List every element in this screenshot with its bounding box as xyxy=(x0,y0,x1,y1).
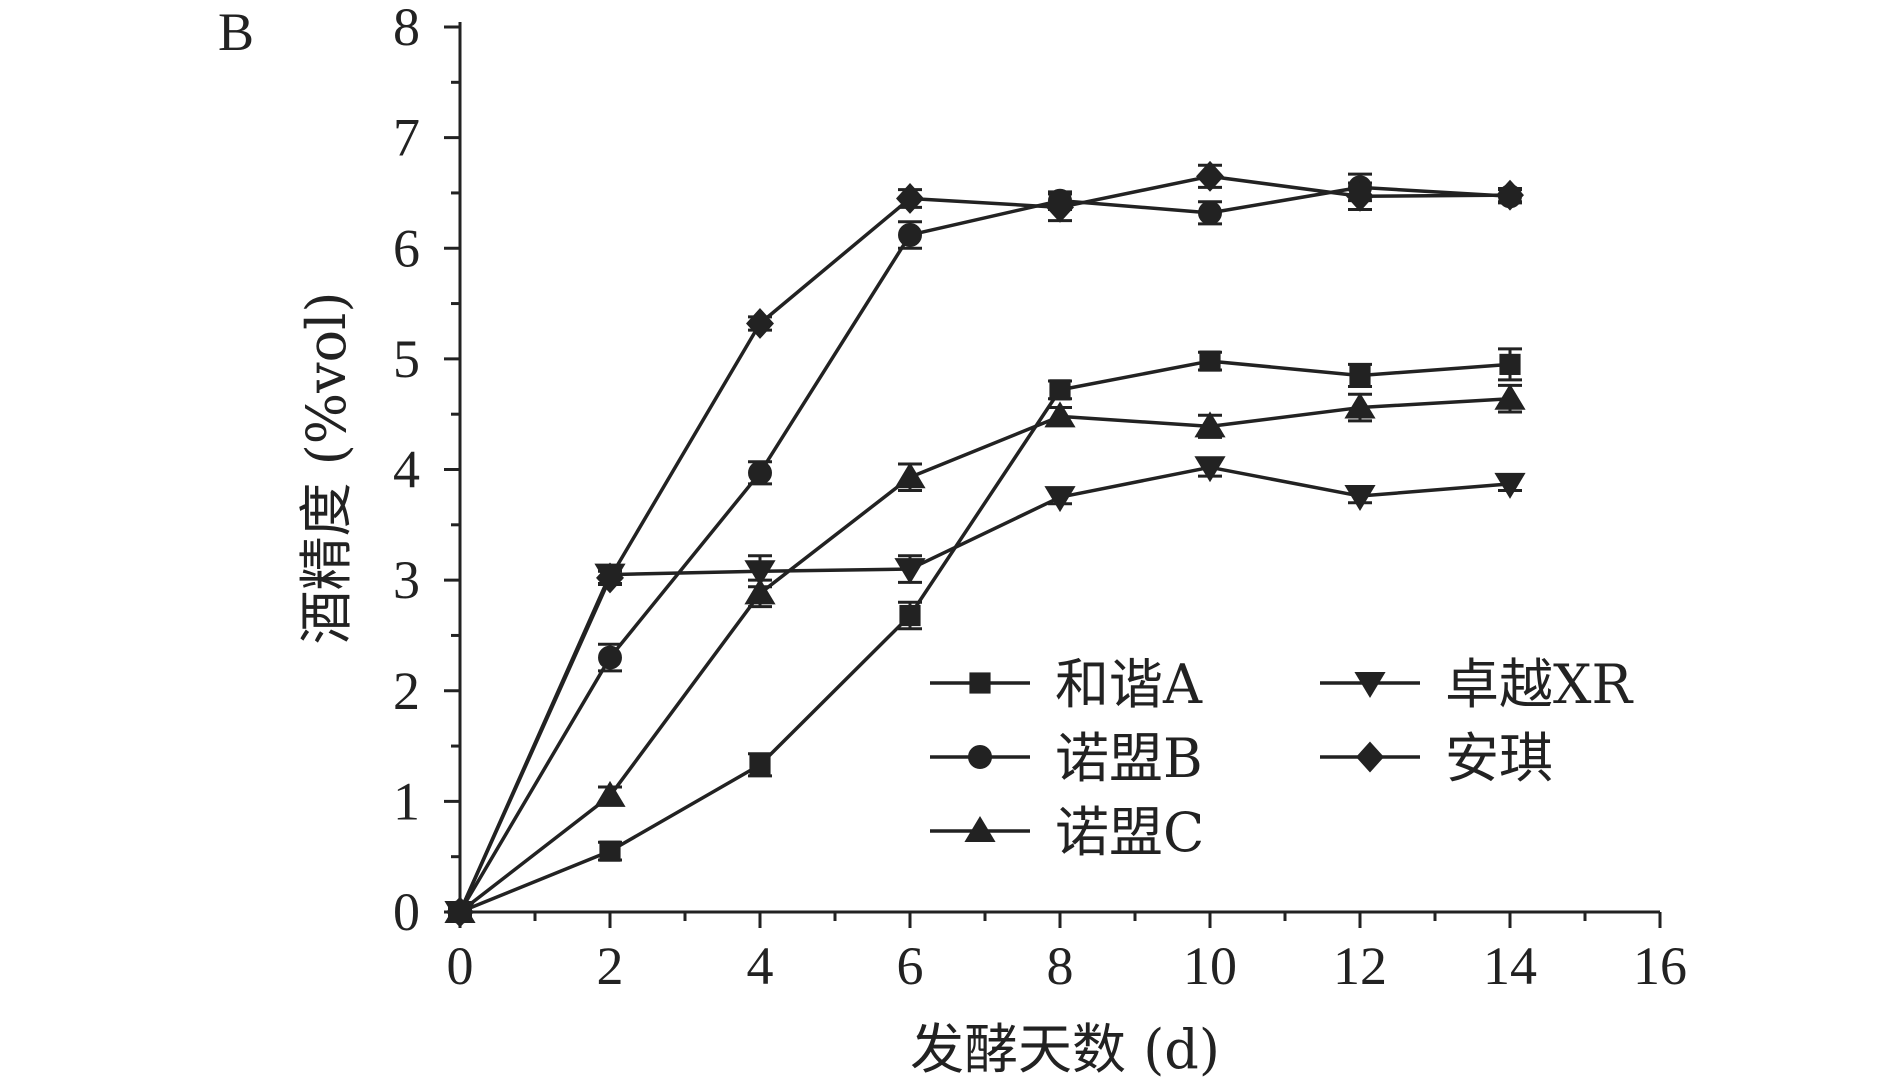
series-2 xyxy=(448,172,1522,924)
series-layer xyxy=(444,160,1526,928)
legend-item: 卓越XR xyxy=(1320,653,1633,716)
data-point xyxy=(1049,379,1071,401)
data-point xyxy=(1496,179,1524,211)
data-point xyxy=(1499,353,1521,375)
legend-item: 和谐A xyxy=(930,653,1203,716)
legend-item: 安琪 xyxy=(1320,727,1553,790)
data-point xyxy=(1494,383,1526,410)
series-5 xyxy=(446,160,1524,928)
legend-marker xyxy=(968,745,992,769)
x-tick-label: 10 xyxy=(1183,936,1237,996)
legend: 和谐A 诺盟B 诺盟C 卓越XR 安琪 xyxy=(930,653,1633,864)
y-tick-label: 5 xyxy=(393,329,420,389)
x-tick-label: 4 xyxy=(747,936,774,996)
data-point xyxy=(1194,411,1226,438)
legend-label: 诺盟C xyxy=(1055,801,1204,864)
data-point xyxy=(1494,472,1526,499)
legend-item: 诺盟B xyxy=(930,727,1203,790)
legend-marker xyxy=(969,672,991,694)
data-point xyxy=(1046,191,1074,223)
series-line xyxy=(459,359,1511,914)
x-tick-label: 0 xyxy=(447,936,474,996)
data-point xyxy=(1198,200,1222,225)
data-point xyxy=(1346,180,1374,212)
y-tick-label: 6 xyxy=(393,218,420,278)
data-point xyxy=(1044,401,1076,428)
data-point xyxy=(896,183,924,214)
x-tick-label: 14 xyxy=(1483,936,1537,996)
legend-label: 诺盟B xyxy=(1055,727,1203,790)
data-point xyxy=(598,645,622,670)
x-tick-label: 8 xyxy=(1047,936,1074,996)
data-point xyxy=(1194,456,1226,483)
panel-label: B xyxy=(218,2,254,62)
x-tick-label: 2 xyxy=(597,936,624,996)
legend-label: 卓越XR xyxy=(1445,653,1633,716)
data-point xyxy=(599,840,621,862)
ticks xyxy=(444,25,1662,928)
y-tick-label: 3 xyxy=(393,550,420,610)
data-point xyxy=(899,604,921,627)
y-tick-label: 7 xyxy=(393,108,420,168)
x-tick-label: 16 xyxy=(1633,936,1687,996)
data-point xyxy=(1196,160,1224,192)
x-tick-label: 6 xyxy=(897,936,924,996)
data-point xyxy=(744,560,776,587)
data-point xyxy=(894,462,926,489)
legend-marker xyxy=(1356,741,1384,773)
y-tick-label: 1 xyxy=(393,771,420,831)
series-line xyxy=(458,174,1511,913)
data-point xyxy=(596,562,624,594)
legend-label: 和谐A xyxy=(1055,653,1203,716)
data-point xyxy=(894,558,926,585)
data-point xyxy=(1344,485,1376,512)
series-line xyxy=(458,465,1511,913)
data-point xyxy=(446,896,474,928)
x-tick-label: 12 xyxy=(1333,936,1387,996)
data-point xyxy=(748,460,772,485)
series-line xyxy=(458,396,1511,914)
data-point xyxy=(1349,364,1371,387)
data-point xyxy=(1199,350,1221,372)
data-point xyxy=(594,780,626,807)
y-axis-title: 酒精度 (%vol) xyxy=(295,292,358,645)
data-point xyxy=(898,222,922,247)
y-tick-label: 8 xyxy=(393,0,420,57)
data-point xyxy=(744,578,776,605)
data-point xyxy=(749,754,771,776)
legend-marker xyxy=(964,816,996,842)
data-point xyxy=(1044,486,1076,513)
y-tick-label: 0 xyxy=(393,882,420,942)
y-tick-label: 2 xyxy=(393,661,420,721)
legend-label: 安琪 xyxy=(1445,727,1553,790)
legend-item: 诺盟C xyxy=(930,801,1204,864)
legend-marker xyxy=(1354,672,1386,698)
x-axis-title: 发酵天数 (d) xyxy=(910,1018,1220,1081)
data-point xyxy=(1344,392,1376,419)
data-point xyxy=(746,308,774,339)
y-tick-label: 4 xyxy=(393,440,420,500)
